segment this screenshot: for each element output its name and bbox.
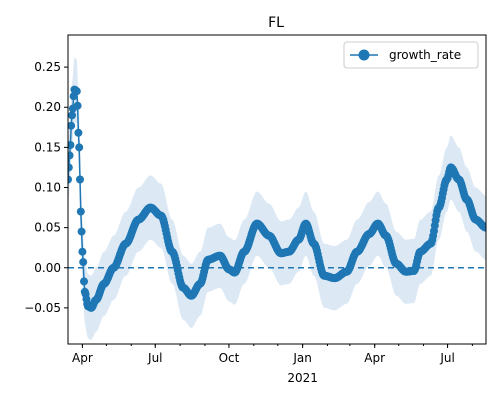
legend: growth_rate	[343, 41, 479, 69]
y-tick-label: 0.15	[34, 140, 61, 154]
plot-frame	[67, 34, 487, 345]
chart-title: FL	[268, 15, 284, 31]
data-point	[76, 175, 84, 184]
x-tick-label: Jul	[147, 351, 162, 365]
x-tick-label: Jan	[292, 351, 312, 365]
x-tick-label: Apr	[364, 351, 385, 365]
confidence-band	[68, 57, 486, 340]
data-point	[76, 207, 85, 216]
x-tick-sublabel: 2021	[287, 371, 318, 385]
x-tick-label: Jul	[439, 351, 454, 365]
data-point	[77, 227, 86, 236]
data-point	[74, 128, 83, 137]
data-point	[79, 258, 88, 267]
data-point	[80, 277, 88, 286]
data-point	[75, 143, 84, 152]
data-point	[68, 141, 75, 149]
y-tick-label: −0.05	[24, 301, 61, 315]
data-point	[78, 247, 87, 256]
data-point	[73, 101, 82, 110]
y-tick-label: 0.00	[34, 261, 61, 275]
data-point	[68, 111, 76, 120]
data-point	[72, 87, 81, 96]
y-tick-label: 0.25	[34, 60, 61, 74]
legend-marker	[358, 49, 370, 61]
y-tick-label: 0.20	[34, 100, 61, 114]
data-point	[482, 223, 486, 232]
x-tick-label: Oct	[219, 351, 240, 365]
data-point	[68, 121, 76, 130]
legend-label: growth_rate	[389, 48, 461, 62]
y-tick-label: 0.05	[34, 221, 61, 235]
data-point	[68, 163, 73, 172]
x-tick-label: Apr	[72, 351, 93, 365]
data-point	[68, 175, 72, 184]
y-tick-label: 0.10	[34, 180, 61, 194]
data-point	[68, 151, 74, 160]
legend-box	[343, 41, 479, 69]
